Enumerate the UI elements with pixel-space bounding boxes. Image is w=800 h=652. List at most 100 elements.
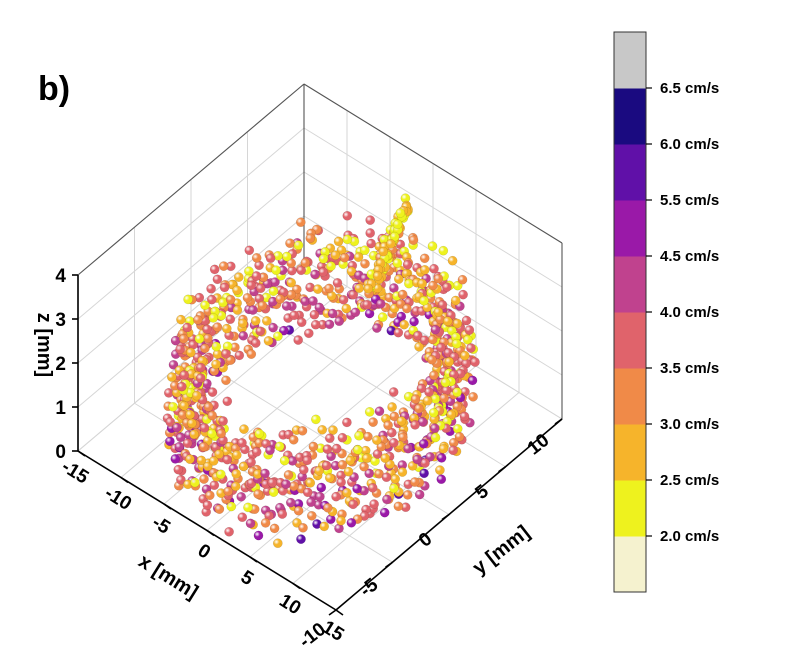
data-point [412, 454, 423, 465]
data-point [242, 292, 253, 303]
data-point [221, 323, 232, 334]
wall-gridline [77, 127, 305, 320]
data-point [363, 283, 374, 294]
colorbar-tick-label: 6.0 cm/s [660, 136, 719, 153]
data-point [409, 477, 420, 487]
data-point [296, 317, 307, 328]
data-point [402, 490, 413, 500]
data-point [202, 461, 213, 472]
data-point [190, 477, 200, 488]
data-point [218, 261, 229, 271]
x-tick-mark [77, 450, 86, 457]
data-point [337, 432, 348, 443]
data-point [429, 370, 439, 381]
data-point [324, 433, 335, 444]
data-point [267, 477, 278, 488]
data-point [332, 278, 343, 288]
data-point [343, 466, 354, 477]
data-point [306, 497, 316, 508]
data-point [378, 246, 389, 257]
data-point [420, 458, 430, 468]
data-point [269, 523, 280, 534]
data-point [416, 383, 427, 394]
data-point [425, 451, 435, 462]
data-point [233, 272, 244, 282]
data-point [265, 445, 275, 456]
data-point [293, 505, 304, 516]
data-point [214, 449, 224, 459]
data-point [438, 245, 449, 256]
data-point [209, 264, 220, 275]
data-point [466, 343, 476, 353]
y-tick-label: 0 [415, 529, 436, 552]
data-point [414, 341, 424, 352]
data-point [296, 265, 307, 276]
data-point [392, 219, 403, 230]
box-edge [77, 83, 305, 276]
data-point [271, 265, 281, 276]
data-point [207, 410, 218, 421]
data-point [363, 431, 373, 442]
data-point [395, 208, 406, 218]
data-point [199, 422, 210, 433]
data-point [470, 357, 480, 367]
data-point [322, 502, 333, 513]
data-point [447, 255, 458, 266]
data-point [310, 319, 321, 330]
data-point [232, 305, 243, 315]
data-point [243, 502, 253, 513]
data-point [305, 233, 316, 244]
data-point [381, 472, 392, 483]
data-point [442, 282, 452, 292]
data-point [183, 294, 193, 305]
data-point [350, 307, 361, 318]
colorbar-segment [614, 256, 646, 313]
data-point [268, 286, 279, 296]
x-tick-mark [206, 529, 215, 537]
data-point [377, 312, 388, 322]
z-axis-label: z [mm] [33, 313, 55, 377]
data-point [467, 375, 478, 386]
data-point [212, 322, 223, 332]
data-point [336, 477, 346, 488]
data-point [389, 231, 400, 242]
data-point [238, 461, 249, 472]
data-point [195, 362, 206, 373]
data-point [172, 422, 182, 433]
data-point [254, 428, 265, 439]
data-point [178, 333, 189, 344]
data-point [237, 318, 248, 329]
data-point [435, 465, 445, 475]
data-point [419, 335, 430, 346]
data-point [459, 350, 470, 361]
data-point [277, 509, 288, 519]
data-point [231, 468, 242, 479]
data-point [376, 441, 387, 452]
data-point [380, 453, 391, 463]
data-point [199, 474, 209, 484]
data-point [179, 400, 190, 411]
data-point [439, 393, 449, 403]
data-point [346, 517, 357, 528]
data-point [221, 375, 231, 386]
data-point [224, 526, 234, 537]
data-point [308, 296, 318, 306]
y-tick-label: 5 [471, 481, 493, 504]
colorbar-segment [614, 424, 646, 481]
data-point [200, 300, 210, 311]
data-point [364, 468, 375, 479]
data-point [419, 265, 430, 275]
data-point [326, 261, 336, 271]
data-point [274, 441, 285, 452]
data-point [221, 348, 231, 359]
z-tick-label: 3 [55, 310, 66, 331]
data-point [231, 450, 242, 460]
data-point [216, 428, 227, 439]
data-point [330, 250, 341, 261]
data-point [225, 294, 236, 305]
data-point [361, 453, 372, 464]
data-point [410, 420, 420, 430]
x-tick-mark [335, 609, 344, 616]
data-point [334, 316, 345, 327]
data-point [374, 406, 385, 417]
